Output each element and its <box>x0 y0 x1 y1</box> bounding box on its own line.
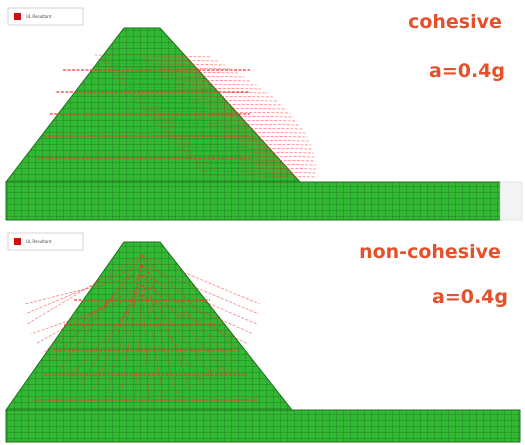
case-label: non-cohesive <box>359 241 501 263</box>
case-label: cohesive <box>408 11 502 33</box>
dam-mesh <box>6 242 292 410</box>
dam-mesh <box>6 28 300 182</box>
foundation-mesh <box>6 410 520 442</box>
legend-swatch <box>14 238 21 245</box>
acceleration-label: a=0.4g <box>429 60 505 82</box>
panel-non-cohesive: UL Resultant non-cohesive a=0.4g <box>6 233 520 442</box>
panel-cohesive: UL Resultant cohesive a=0.4g <box>6 8 522 220</box>
foundation-end <box>500 182 522 220</box>
foundation-mesh <box>6 182 500 220</box>
legend-text: UL Resultant <box>26 239 52 244</box>
acceleration-label: a=0.4g <box>432 286 508 308</box>
page: UL Resultant cohesive a=0.4g UL Resultan… <box>0 0 525 445</box>
legend-swatch <box>14 13 21 20</box>
legend-text: UL Resultant <box>26 14 52 19</box>
